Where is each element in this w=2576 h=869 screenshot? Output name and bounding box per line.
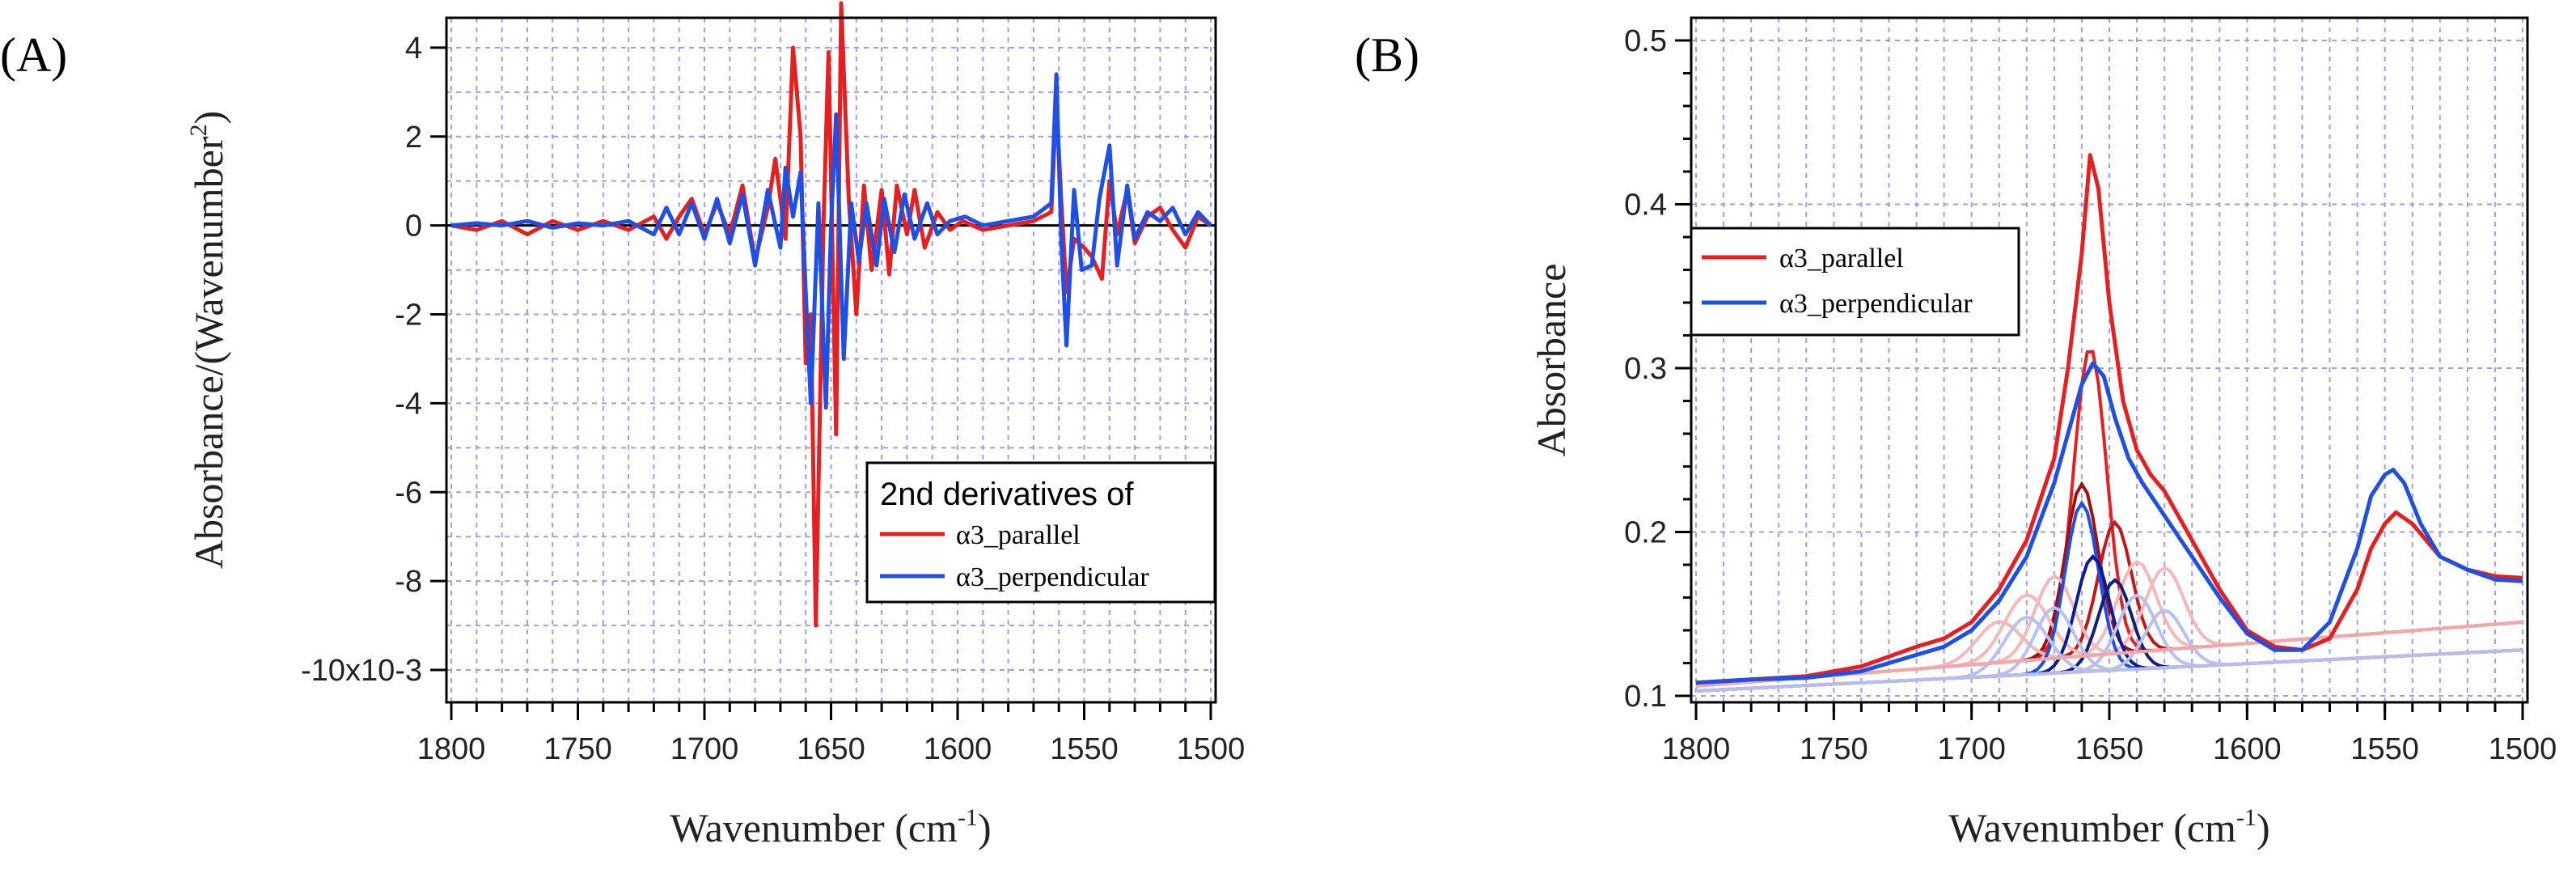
panel-b-x-tick-label: 1500 <box>2489 732 2557 766</box>
panel-b-y-tick-label: 0.3 <box>1624 352 1667 386</box>
panel-b-label: (B) <box>1355 28 1419 82</box>
panel-b-x-ticks: 1800 1750 1700 1650 1600 1550 1500 <box>1662 702 2557 766</box>
panel-a-x-tick-label: 1700 <box>670 732 739 766</box>
panel-b-x-tick-label: 1700 <box>1937 732 2006 766</box>
panel-a-y-tick-label: 2 <box>405 121 422 155</box>
panel-b-y-tick-label: 0.4 <box>1624 189 1667 223</box>
panel-a-legend-title: 2nd derivatives of <box>880 477 1134 512</box>
panel-b-legend: α3_parallel α3_perpendicular <box>1690 227 2020 337</box>
panel-b-x-tick-label: 1800 <box>1662 732 1731 766</box>
panel-a-y-tick-label: -6 <box>395 476 422 510</box>
panel-b: (B) 1800 1750 1700 1650 1600 1550 1500 0.10.20… <box>1355 16 2557 850</box>
panel-b-x-tick-label: 1550 <box>2350 732 2419 766</box>
panel-b-grid <box>1691 18 2527 702</box>
panel-a-series-parallel <box>450 1 1212 628</box>
panel-a-y-tick-label: -10x10-3 <box>301 654 422 688</box>
panel-a-y-tick-label: -2 <box>395 299 422 333</box>
panel-b-x-tick-label: 1650 <box>2075 732 2144 766</box>
panel-a-x-tick-label: 1800 <box>417 732 486 766</box>
panel-a-legend-label-parallel: α3_parallel <box>956 520 1081 550</box>
panel-b-x-tick-label: 1750 <box>1800 732 1868 766</box>
panel-b-x-axis-title: Wavenumber (cm-1) <box>1948 804 2269 850</box>
panel-a-y-ticks: 4 2 0 -2 -4 -6 -8 -10x10-3 <box>301 32 446 688</box>
panel-a-series-perpendicular <box>450 72 1212 410</box>
panel-a-y-tick-label: -8 <box>395 565 422 599</box>
panel-b-series <box>1695 153 2523 685</box>
panel-a-x-tick-label: 1750 <box>544 732 612 766</box>
panel-b-series-parallel <box>1695 153 2523 685</box>
panel-b-y-tick-label: 0.5 <box>1624 24 1667 58</box>
panel-a-y-tick-label: 0 <box>405 210 422 244</box>
panel-a-legend-label-perpendicular: α3_perpendicular <box>956 562 1149 592</box>
panel-a-x-axis-title: Wavenumber (cm-1) <box>670 804 991 850</box>
panel-b-y-tick-label: 0.1 <box>1624 680 1667 714</box>
panel-a-y-tick-label: -4 <box>395 387 422 421</box>
panel-b-baseline-perpendicular <box>1695 648 2523 693</box>
panel-a-series <box>450 1 1212 628</box>
panel-a: (A) 1800 1750 1700 1650 1600 1550 1500 4 2 0 -2 -4… <box>0 1 1246 850</box>
panel-b-y-tick-label: 0.2 <box>1624 516 1667 550</box>
panel-a-x-tick-label: 1500 <box>1177 732 1246 766</box>
panel-a-x-tick-label: 1550 <box>1050 732 1119 766</box>
panel-a-x-tick-label: 1600 <box>924 732 992 766</box>
panel-b-y-axis-title: Absorbance <box>1529 264 1574 457</box>
panel-b-legend-label-perpendicular: α3_perpendicular <box>1779 289 1973 319</box>
panel-a-legend: 2nd derivatives of α3_parallel α3_perpen… <box>865 461 1216 604</box>
panel-b-y-ticks: 0.1 0.2 0.3 0.4 0.5 <box>1624 24 1691 714</box>
panel-b-series-perpendicular <box>1695 361 2523 685</box>
panel-b-legend-label-parallel: α3_parallel <box>1779 244 1904 273</box>
panel-a-label: (A) <box>0 28 67 82</box>
panel-b-legend-box <box>1690 227 2020 337</box>
panel-a-y-tick-label: 4 <box>405 32 422 66</box>
panel-a-y-axis-title: Absorbance/(Wavenumber2) <box>185 111 231 569</box>
panel-a-x-ticks: 1800 1750 1700 1650 1600 1550 1500 <box>417 702 1246 766</box>
panel-b-x-tick-label: 1600 <box>2213 732 2282 766</box>
panel-a-x-tick-label: 1650 <box>797 732 865 766</box>
